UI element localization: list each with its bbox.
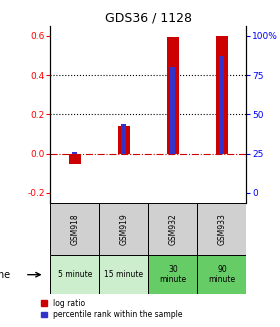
Bar [122,124,126,154]
Legend: log ratio, percentile rank within the sample: log ratio, percentile rank within the sa… [40,298,183,320]
Bar [216,36,228,154]
Bar [148,203,197,255]
Bar [167,37,179,154]
Bar [148,255,197,294]
Bar [50,255,99,294]
Text: GSM918: GSM918 [70,213,80,245]
Text: 15 minute: 15 minute [104,270,143,279]
Text: 30
minute: 30 minute [159,265,186,284]
Bar [99,203,148,255]
Bar [197,203,246,255]
Bar [197,255,246,294]
Bar [73,152,77,154]
Text: 90
minute: 90 minute [208,265,235,284]
Bar [118,126,130,154]
Bar [69,154,81,164]
Bar [220,56,224,154]
Bar [99,255,148,294]
Text: GSM932: GSM932 [168,213,178,245]
Bar [171,67,175,154]
Bar [50,203,99,255]
Text: 5 minute: 5 minute [58,270,92,279]
Title: GDS36 / 1128: GDS36 / 1128 [105,12,192,25]
Text: GSM919: GSM919 [119,213,129,245]
Text: GSM933: GSM933 [217,213,227,245]
Text: time: time [0,270,11,280]
